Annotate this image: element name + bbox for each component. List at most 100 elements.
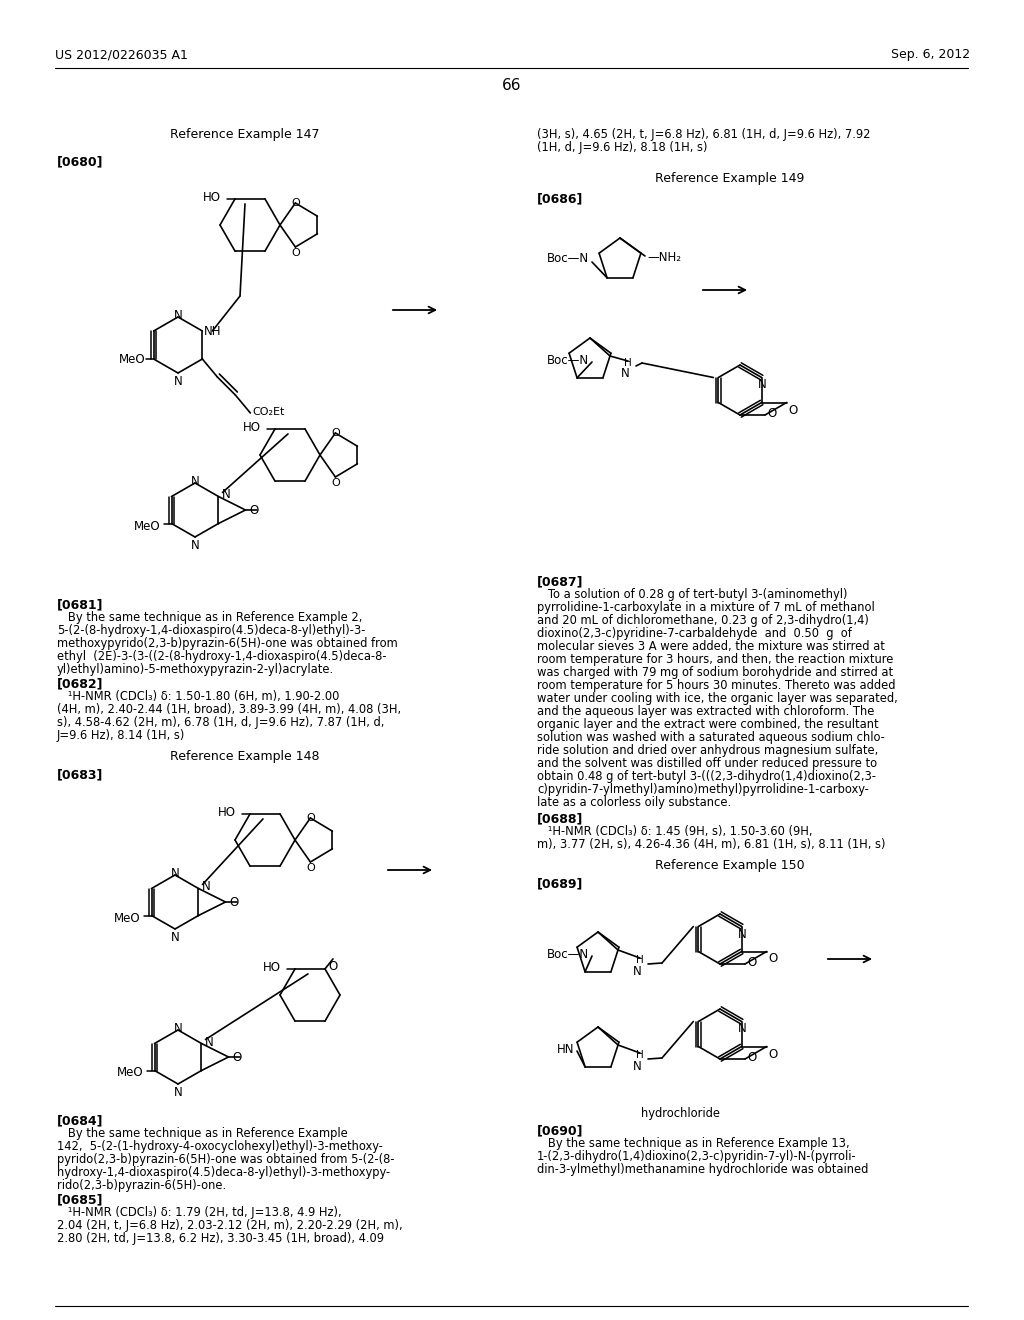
Text: Boc—N: Boc—N	[547, 252, 589, 265]
Text: N: N	[171, 867, 180, 880]
Text: O: O	[306, 863, 315, 873]
Text: (1H, d, J=9.6 Hz), 8.18 (1H, s): (1H, d, J=9.6 Hz), 8.18 (1H, s)	[537, 141, 708, 154]
Text: (3H, s), 4.65 (2H, t, J=6.8 Hz), 6.81 (1H, d, J=9.6 Hz), 7.92: (3H, s), 4.65 (2H, t, J=6.8 Hz), 6.81 (1…	[537, 128, 870, 141]
Text: NH: NH	[205, 325, 222, 338]
Text: c)pyridin-7-ylmethyl)amino)methyl)pyrrolidine-1-carboxy-: c)pyridin-7-ylmethyl)amino)methyl)pyrrol…	[537, 783, 869, 796]
Text: By the same technique as in Reference Example: By the same technique as in Reference Ex…	[57, 1127, 348, 1140]
Text: N: N	[621, 367, 630, 380]
Text: and the solvent was distilled off under reduced pressure to: and the solvent was distilled off under …	[537, 756, 878, 770]
Text: N: N	[737, 928, 746, 940]
Text: was charged with 79 mg of sodium borohydride and stirred at: was charged with 79 mg of sodium borohyd…	[537, 667, 893, 678]
Text: ride solution and dried over anhydrous magnesium sulfate,: ride solution and dried over anhydrous m…	[537, 744, 879, 756]
Text: By the same technique as in Reference Example 2,: By the same technique as in Reference Ex…	[57, 611, 362, 624]
Text: HO: HO	[263, 961, 281, 974]
Text: US 2012/0226035 A1: US 2012/0226035 A1	[55, 48, 187, 61]
Text: O: O	[769, 953, 778, 965]
Text: O: O	[232, 1051, 242, 1064]
Text: 1-(2,3-dihydro(1,4)dioxino(2,3-c)pyridin-7-yl)-N-(pyrroli-: 1-(2,3-dihydro(1,4)dioxino(2,3-c)pyridin…	[537, 1150, 857, 1163]
Text: ¹H-NMR (CDCl₃) δ: 1.45 (9H, s), 1.50-3.60 (9H,: ¹H-NMR (CDCl₃) δ: 1.45 (9H, s), 1.50-3.6…	[537, 825, 812, 838]
Text: Boc—N: Boc—N	[547, 354, 589, 367]
Text: [0684]: [0684]	[57, 1114, 103, 1127]
Text: O: O	[250, 504, 259, 517]
Text: O: O	[328, 960, 337, 973]
Text: ¹H-NMR (CDCl₃) δ: 1.79 (2H, td, J=13.8, 4.9 Hz),: ¹H-NMR (CDCl₃) δ: 1.79 (2H, td, J=13.8, …	[57, 1206, 342, 1218]
Text: To a solution of 0.28 g of tert-butyl 3-(aminomethyl): To a solution of 0.28 g of tert-butyl 3-…	[537, 587, 848, 601]
Text: din-3-ylmethyl)methanamine hydrochloride was obtained: din-3-ylmethyl)methanamine hydrochloride…	[537, 1163, 868, 1176]
Text: O: O	[332, 478, 340, 488]
Text: HO: HO	[243, 421, 261, 434]
Text: CO₂Et: CO₂Et	[252, 407, 285, 417]
Text: Sep. 6, 2012: Sep. 6, 2012	[891, 48, 970, 61]
Text: organic layer and the extract were combined, the resultant: organic layer and the extract were combi…	[537, 718, 879, 731]
Text: N: N	[202, 880, 210, 894]
Text: [0686]: [0686]	[537, 191, 584, 205]
Text: Reference Example 147: Reference Example 147	[170, 128, 319, 141]
Text: 5-(2-(8-hydroxy-1,4-dioxaspiro(4.5)deca-8-yl)ethyl)-3-: 5-(2-(8-hydroxy-1,4-dioxaspiro(4.5)deca-…	[57, 624, 366, 638]
Text: N: N	[174, 1086, 182, 1100]
Text: 142,  5-(2-(1-hydroxy-4-oxocyclohexyl)ethyl)-3-methoxy-: 142, 5-(2-(1-hydroxy-4-oxocyclohexyl)eth…	[57, 1140, 383, 1152]
Text: 2.80 (2H, td, J=13.8, 6.2 Hz), 3.30-3.45 (1H, broad), 4.09: 2.80 (2H, td, J=13.8, 6.2 Hz), 3.30-3.45…	[57, 1232, 384, 1245]
Text: N: N	[633, 965, 642, 978]
Text: N: N	[633, 1060, 642, 1073]
Text: H: H	[636, 954, 644, 965]
Text: N: N	[174, 309, 182, 322]
Text: obtain 0.48 g of tert-butyl 3-(((2,3-dihydro(1,4)dioxino(2,3-: obtain 0.48 g of tert-butyl 3-(((2,3-dih…	[537, 770, 876, 783]
Text: N: N	[205, 1035, 213, 1048]
Text: O: O	[767, 407, 776, 420]
Text: m), 3.77 (2H, s), 4.26-4.36 (4H, m), 6.81 (1H, s), 8.11 (1H, s): m), 3.77 (2H, s), 4.26-4.36 (4H, m), 6.8…	[537, 838, 886, 851]
Text: [0688]: [0688]	[537, 812, 584, 825]
Text: Boc—N: Boc—N	[547, 948, 589, 961]
Text: O: O	[769, 1048, 778, 1060]
Text: O: O	[229, 896, 239, 909]
Text: J=9.6 Hz), 8.14 (1H, s): J=9.6 Hz), 8.14 (1H, s)	[57, 729, 185, 742]
Text: dioxino(2,3-c)pyridine-7-carbaldehyde  and  0.50  g  of: dioxino(2,3-c)pyridine-7-carbaldehyde an…	[537, 627, 852, 640]
Text: N: N	[191, 475, 200, 488]
Text: [0690]: [0690]	[537, 1125, 584, 1137]
Text: water under cooling with ice, the organic layer was separated,: water under cooling with ice, the organi…	[537, 692, 898, 705]
Text: late as a colorless oily substance.: late as a colorless oily substance.	[537, 796, 731, 809]
Text: Reference Example 148: Reference Example 148	[170, 750, 319, 763]
Text: (4H, m), 2.40-2.44 (1H, broad), 3.89-3.99 (4H, m), 4.08 (3H,: (4H, m), 2.40-2.44 (1H, broad), 3.89-3.9…	[57, 704, 401, 715]
Text: yl)ethyl)amino)-5-methoxypyrazin-2-yl)acrylate.: yl)ethyl)amino)-5-methoxypyrazin-2-yl)ac…	[57, 663, 334, 676]
Text: N: N	[171, 931, 180, 944]
Text: MeO: MeO	[114, 912, 140, 924]
Text: ¹H-NMR (CDCl₃) δ: 1.50-1.80 (6H, m), 1.90-2.00: ¹H-NMR (CDCl₃) δ: 1.50-1.80 (6H, m), 1.9…	[57, 690, 339, 704]
Text: [0683]: [0683]	[57, 768, 103, 781]
Text: N: N	[737, 1023, 746, 1035]
Text: [0687]: [0687]	[537, 576, 584, 587]
Text: MeO: MeO	[117, 1067, 143, 1080]
Text: hydrochloride: hydrochloride	[640, 1107, 720, 1119]
Text: room temperature for 5 hours 30 minutes. Thereto was added: room temperature for 5 hours 30 minutes.…	[537, 678, 896, 692]
Text: 66: 66	[502, 78, 522, 92]
Text: O: O	[306, 813, 315, 822]
Text: and the aqueous layer was extracted with chloroform. The: and the aqueous layer was extracted with…	[537, 705, 874, 718]
Text: H: H	[636, 1049, 644, 1060]
Text: pyrido(2,3-b)pyrazin-6(5H)-one was obtained from 5-(2-(8-: pyrido(2,3-b)pyrazin-6(5H)-one was obtai…	[57, 1152, 394, 1166]
Text: molecular sieves 3 A were added, the mixture was stirred at: molecular sieves 3 A were added, the mix…	[537, 640, 885, 653]
Text: O: O	[292, 248, 300, 257]
Text: O: O	[332, 428, 340, 438]
Text: ethyl  (2E)-3-(3-((2-(8-hydroxy-1,4-dioxaspiro(4.5)deca-8-: ethyl (2E)-3-(3-((2-(8-hydroxy-1,4-dioxa…	[57, 649, 386, 663]
Text: Reference Example 149: Reference Example 149	[655, 172, 805, 185]
Text: O: O	[746, 956, 757, 969]
Text: MeO: MeO	[133, 520, 160, 532]
Text: Reference Example 150: Reference Example 150	[655, 859, 805, 873]
Text: O: O	[292, 198, 300, 209]
Text: 2.04 (2H, t, J=6.8 Hz), 2.03-2.12 (2H, m), 2.20-2.29 (2H, m),: 2.04 (2H, t, J=6.8 Hz), 2.03-2.12 (2H, m…	[57, 1218, 402, 1232]
Text: [0689]: [0689]	[537, 876, 584, 890]
Text: HO: HO	[218, 807, 236, 818]
Text: HO: HO	[203, 191, 221, 203]
Text: O: O	[746, 1051, 757, 1064]
Text: O: O	[788, 404, 798, 417]
Text: rido(2,3-b)pyrazin-6(5H)-one.: rido(2,3-b)pyrazin-6(5H)-one.	[57, 1179, 226, 1192]
Text: By the same technique as in Reference Example 13,: By the same technique as in Reference Ex…	[537, 1137, 850, 1150]
Text: N: N	[174, 1022, 182, 1035]
Text: N: N	[174, 375, 182, 388]
Text: room temperature for 3 hours, and then, the reaction mixture: room temperature for 3 hours, and then, …	[537, 653, 893, 667]
Text: H: H	[624, 358, 632, 368]
Text: HN: HN	[557, 1043, 574, 1056]
Text: N: N	[221, 488, 230, 502]
Text: hydroxy-1,4-dioxaspiro(4.5)deca-8-yl)ethyl)-3-methoxypy-: hydroxy-1,4-dioxaspiro(4.5)deca-8-yl)eth…	[57, 1166, 390, 1179]
Text: methoxypyrido(2,3-b)pyrazin-6(5H)-one was obtained from: methoxypyrido(2,3-b)pyrazin-6(5H)-one wa…	[57, 638, 397, 649]
Text: [0685]: [0685]	[57, 1193, 103, 1206]
